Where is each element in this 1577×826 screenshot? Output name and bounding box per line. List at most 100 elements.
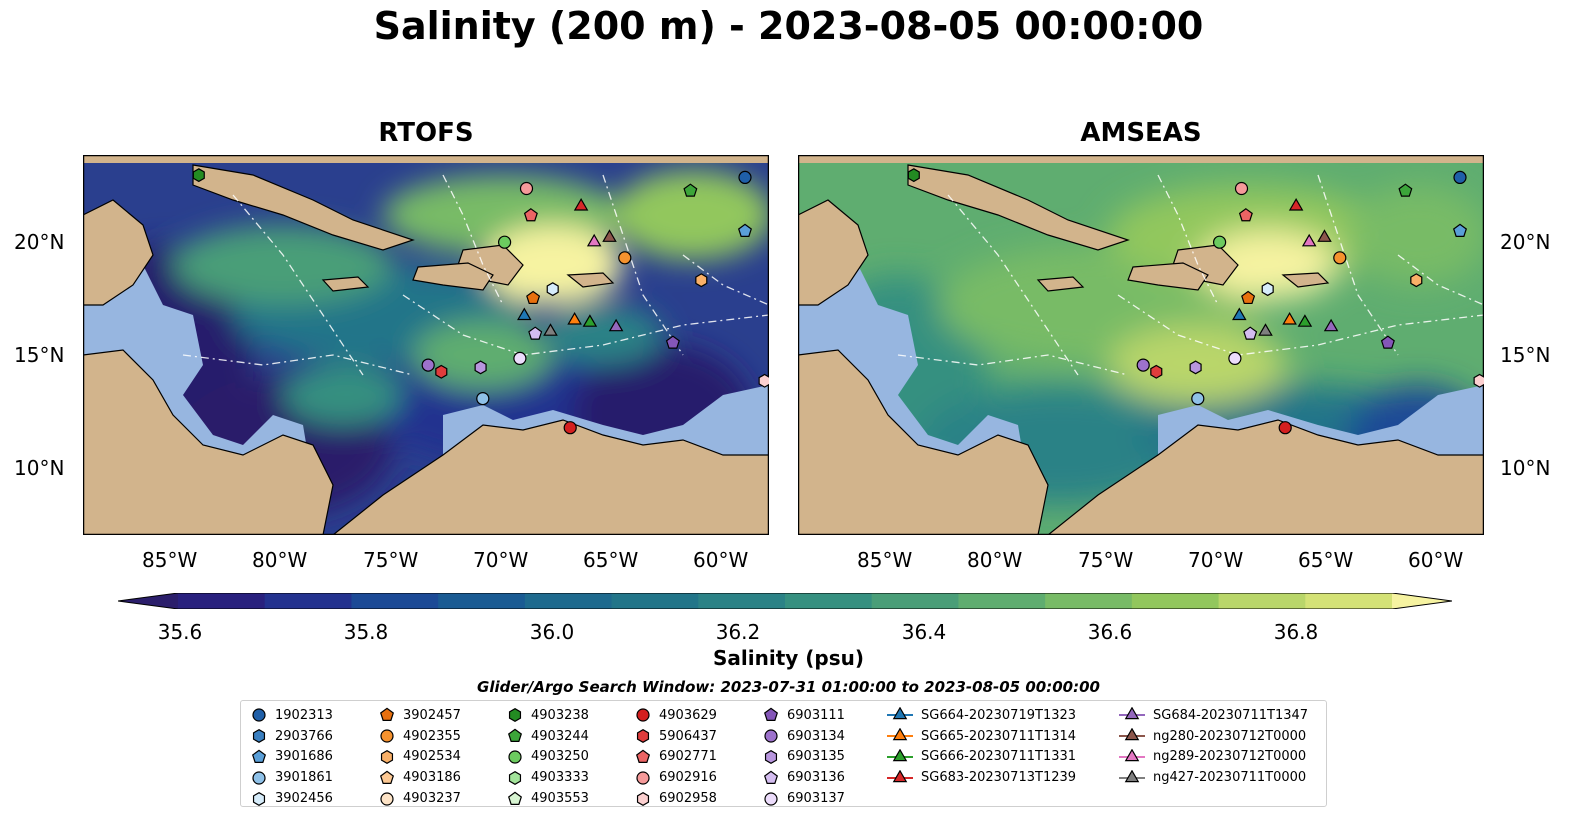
legend-item-label: 4903250 <box>531 749 589 765</box>
rtofs-map[interactable] <box>83 155 769 535</box>
observation-marker[interactable] <box>695 273 708 288</box>
triangle-marker-icon <box>1119 707 1145 720</box>
observation-marker[interactable] <box>602 229 617 242</box>
legend-item-label: SG684-20230711T1347 <box>1153 707 1309 723</box>
observation-marker[interactable] <box>526 290 541 305</box>
legend-item: SG664-20230719T1323 <box>887 705 1076 726</box>
legend-column: 4903629 5906437 6902771 6902916 6902958 <box>635 705 717 809</box>
observation-marker[interactable] <box>586 233 602 247</box>
observation-marker[interactable] <box>563 421 577 435</box>
observation-marker[interactable] <box>192 168 205 183</box>
legend-item: 3902457 <box>379 705 461 726</box>
observation-marker[interactable] <box>582 314 598 327</box>
legend-item: 3901861 <box>251 767 333 788</box>
observation-marker[interactable] <box>683 183 698 197</box>
observation-marker[interactable] <box>618 251 632 265</box>
legend-item-label: 6902771 <box>659 749 717 765</box>
observation-marker[interactable] <box>1301 233 1317 247</box>
amseas-map[interactable] <box>798 155 1484 535</box>
observation-marker[interactable] <box>1398 183 1413 197</box>
observation-marker[interactable] <box>1333 251 1347 265</box>
circle-marker-icon <box>380 791 394 806</box>
observation-marker[interactable] <box>1243 326 1258 340</box>
colorbar-tick-label: 36.0 <box>529 620 575 644</box>
observation-marker[interactable] <box>1150 364 1163 379</box>
observation-marker[interactable] <box>1234 181 1249 196</box>
legend-item-label: 4903237 <box>403 791 461 807</box>
lon-tick-label: 60°W <box>1408 548 1464 572</box>
observation-marker[interactable] <box>1453 223 1467 237</box>
observation-marker[interactable] <box>476 392 490 406</box>
observation-marker[interactable] <box>1473 373 1484 388</box>
colorbar-segment <box>1131 593 1220 609</box>
triangle-marker-icon <box>887 769 913 782</box>
legend-item-label: 6903135 <box>787 749 845 765</box>
observation-marker[interactable] <box>738 170 752 184</box>
observation-marker[interactable] <box>1228 351 1242 365</box>
colorbar-segment <box>438 593 526 609</box>
legend-item: 3901686 <box>251 747 333 768</box>
lon-tick-label: 85°W <box>857 548 913 572</box>
observation-marker[interactable] <box>1213 235 1227 249</box>
observation-marker[interactable] <box>1136 358 1150 372</box>
legend-item-label: SG664-20230719T1323 <box>921 707 1077 723</box>
observation-marker[interactable] <box>513 351 527 365</box>
observation-marker[interactable] <box>474 360 487 375</box>
observation-marker[interactable] <box>1232 307 1247 321</box>
triangle-marker-icon <box>1119 728 1145 741</box>
observation-marker[interactable] <box>907 168 920 183</box>
observation-marker[interactable] <box>608 318 624 332</box>
triangle-marker-icon <box>887 748 913 762</box>
observation-marker[interactable] <box>519 181 534 196</box>
observation-marker[interactable] <box>1261 282 1274 297</box>
colorbar-extend-high <box>1392 593 1452 609</box>
search-window-title: Glider/Argo Search Window: 2023-07-31 01… <box>477 678 1100 696</box>
observation-marker[interactable] <box>573 198 589 211</box>
observation-marker[interactable] <box>1380 335 1395 349</box>
legend-item: 4903186 <box>379 767 461 788</box>
observation-marker[interactable] <box>665 335 680 349</box>
observation-marker[interactable] <box>1297 314 1313 327</box>
legend-item-label: 4903553 <box>531 791 589 807</box>
legend-item-label: 6903134 <box>787 728 845 744</box>
pentagon-marker-icon <box>252 749 266 763</box>
observation-marker[interactable] <box>1191 392 1205 406</box>
lat-tick-label: 10°N <box>1500 456 1551 480</box>
observation-marker[interactable] <box>528 326 543 340</box>
observation-marker[interactable] <box>1288 198 1304 211</box>
triangle-marker-icon <box>887 728 913 741</box>
observation-marker[interactable] <box>546 282 559 297</box>
lon-tick-label: 75°W <box>363 548 419 572</box>
observation-marker[interactable] <box>1410 273 1423 288</box>
observation-marker[interactable] <box>1258 323 1273 336</box>
observation-marker[interactable] <box>498 235 512 249</box>
legend-item-label: 3902457 <box>403 707 461 723</box>
observation-marker[interactable] <box>1317 229 1332 242</box>
observation-marker[interactable] <box>543 323 558 336</box>
observation-marker[interactable] <box>517 307 532 321</box>
observation-marker[interactable] <box>1282 312 1297 325</box>
legend-item: 5906437 <box>635 726 717 747</box>
colorbar-tick-label: 36.6 <box>1087 620 1133 644</box>
lat-tick-label: 10°N <box>14 456 65 480</box>
legend-item-label: ng289-20230712T0000 <box>1153 749 1307 765</box>
observation-marker[interactable] <box>421 358 435 372</box>
observation-marker[interactable] <box>435 364 448 379</box>
observation-marker[interactable] <box>738 223 752 237</box>
observation-marker[interactable] <box>758 373 769 388</box>
legend-item-label: 3901861 <box>275 770 333 786</box>
observation-marker[interactable] <box>1241 290 1256 305</box>
observation-marker[interactable] <box>1453 170 1467 184</box>
observation-marker[interactable] <box>1189 360 1202 375</box>
observation-marker[interactable] <box>1238 208 1253 222</box>
legend-column: SG684-20230711T1347 ng280-20230712T0000 ng… <box>1119 705 1308 788</box>
pentagon-marker-icon <box>380 708 394 722</box>
observation-marker[interactable] <box>567 312 582 325</box>
pentagon-marker-icon <box>764 708 778 722</box>
legend-item-label: 4903244 <box>531 728 589 744</box>
observation-marker[interactable] <box>523 208 538 222</box>
legend-item-label: 6902916 <box>659 770 717 786</box>
legend-item: SG683-20230713T1239 <box>887 767 1076 788</box>
observation-marker[interactable] <box>1323 318 1339 332</box>
observation-marker[interactable] <box>1278 421 1292 435</box>
